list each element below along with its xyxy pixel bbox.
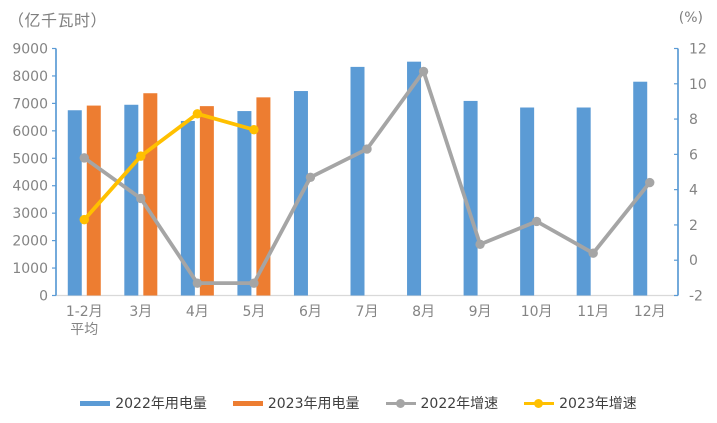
legend-item-2023-growth: 2023年增速 [524,393,637,413]
category-label: 1-2月 [66,304,103,320]
legend-bar-swatch-icon [80,400,111,406]
right-axis-tick-label: 0 [689,253,698,269]
legend-item-label: 2023年增速 [559,396,637,412]
bar-2022-usage [124,104,139,296]
legend-item-2023-usage: 2023年用电量 [232,393,360,413]
bar-2022-usage [180,120,195,296]
marker-2022-growth [531,216,542,227]
marker-2023-growth [136,151,146,161]
bar-2023-usage [199,106,214,296]
marker-2023-growth [249,124,259,135]
legend-item-label: 2022年增速 [420,396,499,412]
legend-item-2022-usage: 2022年用电量 [80,393,207,413]
legend-item-label: 2023年用电量 [267,396,360,412]
bar-2022-usage [67,110,82,296]
legend-line-swatch-icon [524,398,555,409]
category-label: 9月 [469,304,492,320]
category-label: 11月 [577,304,609,320]
bar-2023-usage [256,97,271,296]
legend-dot-icon [395,398,405,408]
category-label: 5月 [242,304,265,320]
marker-2022-growth [136,193,146,204]
legend-line-swatch-icon [385,398,416,409]
right-axis-title: (%) [678,10,703,26]
marker-2023-growth [192,109,203,119]
left-axis-tick-label: 7000 [12,96,48,112]
category-label: 8月 [412,304,435,320]
marker-2022-growth [475,239,485,250]
category-label: 平均 [70,322,98,338]
bar-2022-usage [576,107,591,296]
line-2023-growth [82,111,256,222]
right-axis-tick-label: 12 [689,42,707,58]
bar-2022-usage [463,100,478,296]
right-axis-tick-label: 6 [689,147,698,163]
plot-area: 0 1000 2000 3000 4000 5000 6000 7000 8000 9000 -2 0… [12,42,707,339]
marker-2022-growth [362,144,372,154]
marker-2022-growth [249,278,259,288]
left-axis-tick-label: 2000 [12,234,48,250]
right-axis-tick-label: 10 [689,77,707,93]
right-axis-tick-label: 2 [689,218,698,234]
line-2022-growth [82,69,652,286]
bar-2022-usage [520,107,535,296]
bar-2023-usage [143,93,158,296]
marker-2022-growth [588,248,598,258]
bar-2022-usage [350,66,365,296]
legend-bar-swatch-icon [232,400,263,406]
left-axis-tick-label: 3000 [12,206,48,222]
left-axis-title: （亿千瓦时） [8,11,108,30]
marker-2023-growth [79,214,89,225]
left-axis-tick-label: 4000 [12,179,48,195]
legend-dot-icon [534,398,544,408]
bar-2022-usage [633,81,648,296]
chart-legend: 2022年用电量 2023年用电量 2022年增速 2023年增速 [0,392,717,414]
category-label: 3月 [129,304,152,320]
marker-2022-growth [305,172,316,182]
bar-2022-usage [407,61,422,296]
legend-item-2022-growth: 2022年增速 [385,393,499,413]
category-label: 7月 [356,304,379,320]
left-axis-tick-label: 8000 [12,69,48,85]
legend-item-label: 2022年用电量 [115,396,207,412]
left-axis-tick-label: 0 [39,289,48,305]
marker-2022-growth [645,177,655,188]
category-label: 6月 [299,304,322,320]
right-axis-tick-label: 4 [689,183,698,199]
left-axis-tick-label: 5000 [12,151,48,167]
right-axis-tick-label: -2 [689,289,703,305]
left-axis-tick-label: 1000 [12,261,48,277]
category-label: 12月 [634,304,666,320]
category-label: 4月 [186,304,209,320]
bar-2023-usage [86,105,101,296]
left-axis-tick-label: 9000 [12,42,48,58]
right-axis-tick-label: 8 [689,112,698,128]
left-axis-tick-label: 6000 [12,124,48,140]
marker-2022-growth [192,278,203,288]
category-label: 10月 [521,304,553,320]
bar-2022-usage [237,111,252,296]
marker-2022-growth [418,66,429,77]
marker-2022-growth [79,153,89,163]
